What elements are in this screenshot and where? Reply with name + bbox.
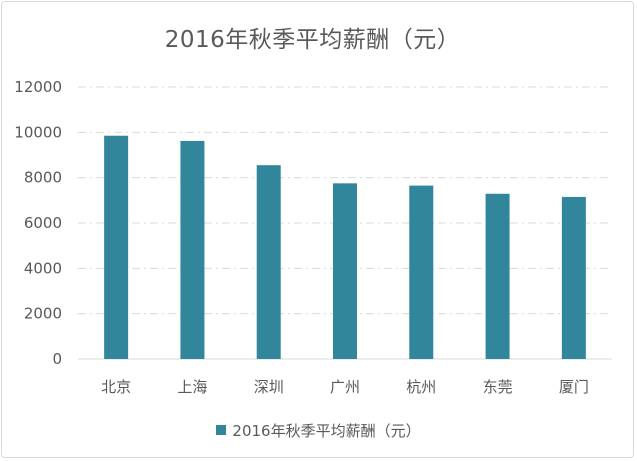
bar — [333, 183, 357, 359]
x-tick-label: 杭州 — [406, 378, 436, 396]
legend: 2016年秋季平均薪酬（元） — [0, 420, 637, 441]
x-tick-label: 上海 — [177, 378, 207, 396]
y-tick-label: 8000 — [24, 169, 62, 187]
bars — [104, 135, 586, 359]
x-tick-label: 厦门 — [559, 378, 589, 396]
bar — [180, 140, 205, 359]
bar — [561, 196, 586, 359]
x-tick-label: 深圳 — [254, 378, 284, 396]
y-tick-label: 4000 — [24, 259, 62, 277]
bar — [104, 135, 129, 359]
legend-label: 2016年秋季平均薪酬（元） — [232, 422, 421, 440]
bar — [256, 165, 281, 359]
x-tick-label: 广州 — [330, 378, 360, 396]
y-tick-label: 6000 — [24, 214, 62, 232]
bar — [409, 185, 434, 359]
legend-swatch — [216, 424, 227, 435]
bar — [485, 193, 510, 359]
y-tick-label: 2000 — [24, 305, 62, 323]
y-tick-label: 10000 — [14, 123, 62, 141]
x-axis-ticks: 北京 上海 深圳 广州 杭州 东莞 厦门 — [101, 378, 589, 396]
x-tick-label: 北京 — [101, 378, 131, 396]
y-tick-label: 0 — [52, 350, 62, 368]
y-axis-ticks: 0 2000 4000 6000 8000 10000 12000 — [14, 78, 62, 368]
chart-title: 2016年秋季平均薪酬（元） — [164, 27, 461, 53]
y-tick-label: 12000 — [14, 78, 62, 96]
x-tick-label: 东莞 — [483, 378, 513, 396]
